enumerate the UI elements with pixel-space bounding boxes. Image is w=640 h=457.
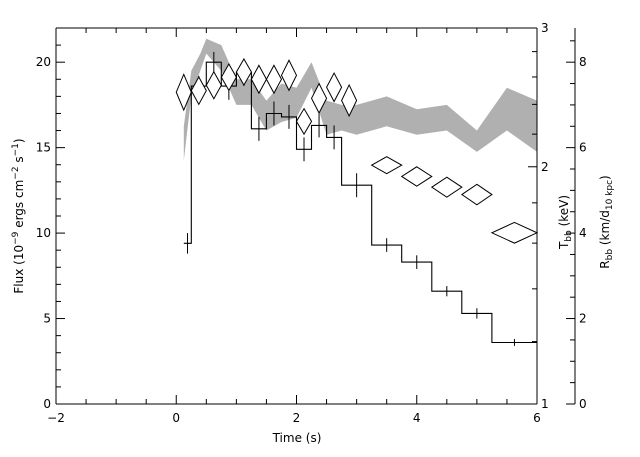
temperature-diamond-3 xyxy=(220,63,237,92)
y-radius-tick-label: 8 xyxy=(579,55,587,69)
temperature-diamond-12 xyxy=(370,156,403,175)
x-tick-label: 2 xyxy=(293,411,301,425)
temperature-diamond-9 xyxy=(310,82,328,115)
temperature-diamond-8 xyxy=(295,107,313,136)
radius-band xyxy=(183,38,538,161)
y-left-tick-label: 10 xyxy=(36,226,51,240)
temperature-diamond-4 xyxy=(235,58,252,86)
y-left-tick-label: 5 xyxy=(43,312,51,326)
y-radius-tick-label: 2 xyxy=(579,312,587,326)
temperature-diamond-15 xyxy=(460,183,493,206)
temperature-diamond-10 xyxy=(325,71,343,103)
y-radius-tick-label: 0 xyxy=(579,397,587,411)
y-left-tick-label: 0 xyxy=(43,397,51,411)
y-left-tick-label: 15 xyxy=(36,141,51,155)
temperature-diamond-0 xyxy=(175,73,192,112)
temperature-diamond-11 xyxy=(341,83,358,118)
temperature-diamond-5 xyxy=(250,64,268,95)
y-left-axis-label: Flux (10−9 ergs cm−2 s−1) xyxy=(11,138,26,293)
temperature-diamond-14 xyxy=(430,176,463,198)
y-temperature-tick-label: 3 xyxy=(541,21,549,35)
radius-band-layer xyxy=(183,38,538,161)
y-radius-tick-label: 4 xyxy=(579,226,587,240)
x-tick-label: 4 xyxy=(413,411,421,425)
temperature-diamond-layer xyxy=(175,58,539,244)
x-tick-label: 0 xyxy=(172,411,180,425)
temperature-diamond-2 xyxy=(205,70,222,100)
temperature-diamond-1 xyxy=(190,75,207,106)
temperature-diamond-6 xyxy=(265,64,283,95)
x-axis-label: Time (s) xyxy=(272,431,322,445)
y-radius-tick-label: 6 xyxy=(579,141,587,155)
y-left-tick-label: 20 xyxy=(36,55,51,69)
y-temperature-tick-label: 2 xyxy=(541,160,549,174)
temperature-diamond-16 xyxy=(490,221,539,244)
x-tick-label: 6 xyxy=(533,411,541,425)
temperature-diamond-13 xyxy=(400,166,433,187)
x-tick-label: −2 xyxy=(47,411,65,425)
y-temperature-tick-label: 1 xyxy=(541,397,549,411)
temperature-diamond-7 xyxy=(280,59,298,92)
